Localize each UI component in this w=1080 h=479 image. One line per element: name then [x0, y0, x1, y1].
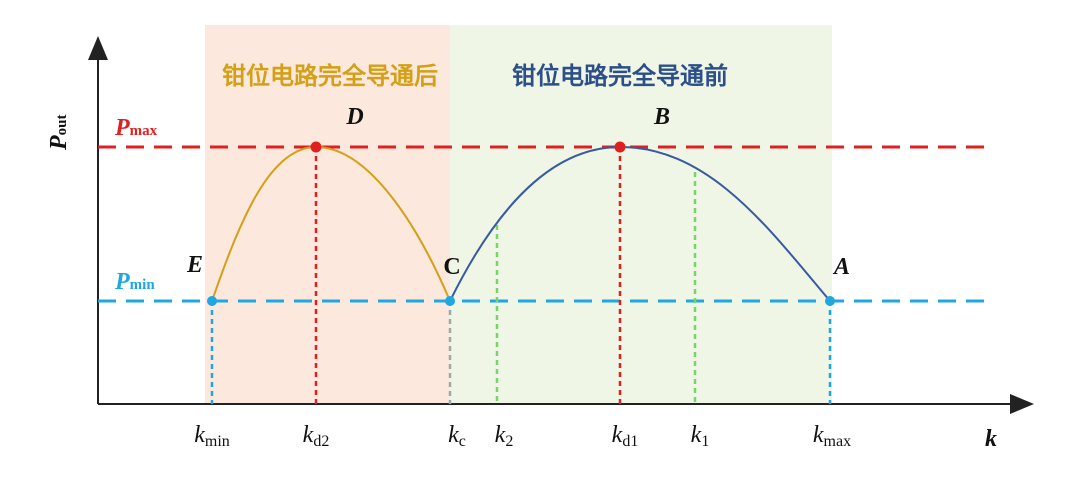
tick-label: kd1	[612, 422, 639, 450]
tick-labels: kmin kd2 kc k2 kd1 k1 kmax	[194, 422, 851, 450]
tick-label: k1	[691, 422, 710, 450]
point-label: D	[345, 104, 363, 130]
tick-label: kmax	[813, 422, 851, 450]
tick-label: kd2	[303, 422, 330, 450]
region-before	[450, 25, 832, 404]
tick-label: kc	[448, 422, 466, 450]
point	[825, 296, 835, 306]
x-axis-label: k	[985, 426, 997, 452]
region-before-label: 钳位电路完全导通前	[512, 62, 728, 90]
tick-label: kmin	[194, 422, 230, 450]
point-label: E	[186, 252, 203, 278]
point-label: C	[443, 254, 460, 280]
region-after-label: 钳位电路完全导通后	[222, 62, 438, 90]
pmin-label: Pmin	[114, 269, 155, 295]
points	[207, 141, 835, 306]
y-axis-label: Pout	[46, 114, 72, 151]
point-label: A	[832, 254, 850, 280]
guides	[210, 147, 832, 404]
point	[207, 296, 217, 306]
point	[614, 141, 626, 153]
pmax-label: Pmax	[114, 115, 158, 141]
point	[445, 296, 455, 306]
point	[310, 141, 322, 153]
point-label: B	[653, 104, 670, 130]
tick-label: k2	[495, 422, 514, 450]
